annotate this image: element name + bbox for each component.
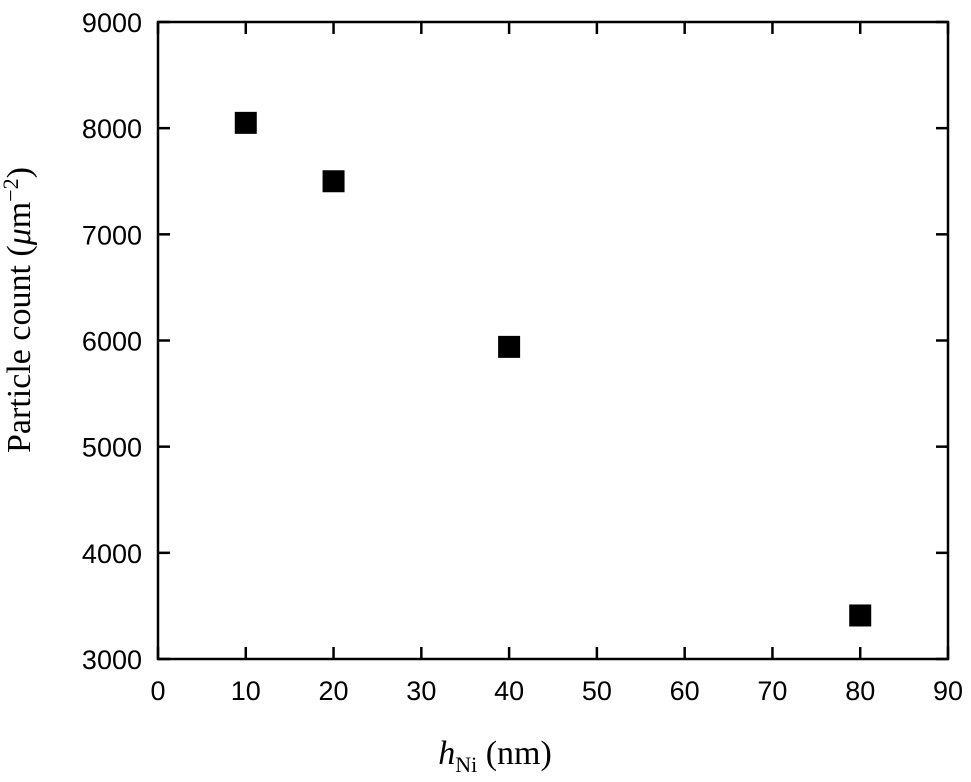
y-tick-label: 9000 [82, 8, 142, 38]
x-tick-label: 10 [231, 676, 261, 706]
y-tick-label: 3000 [82, 645, 142, 675]
x-tick-label: 20 [319, 676, 349, 706]
x-label-var: h [438, 735, 455, 772]
y-label-pre: Particle count ( [1, 245, 38, 453]
y-label-m: m [1, 202, 38, 228]
y-label-mu: μ [1, 228, 38, 246]
x-tick-label: 0 [150, 676, 165, 706]
data-point [849, 604, 872, 627]
plot-frame [156, 20, 950, 661]
x-tick-label: 50 [582, 676, 612, 706]
y-label-exp: −2 [0, 178, 23, 201]
data-point [322, 170, 345, 193]
x-tick-label: 70 [757, 676, 787, 706]
y-tick-label: 4000 [82, 539, 142, 569]
x-label-sub: Ni [455, 752, 477, 777]
y-tick-label: 8000 [82, 114, 142, 144]
y-tick-label: 6000 [82, 327, 142, 357]
x-axis-label: hNi (nm) [438, 735, 552, 777]
x-label-unit: (nm) [477, 735, 552, 772]
x-tick-label: 30 [406, 676, 436, 706]
y-label-post: ) [1, 167, 38, 178]
data-point [234, 111, 257, 134]
x-tick-label: 80 [845, 676, 875, 706]
x-tick-label: 60 [670, 676, 700, 706]
y-tick-label: 5000 [82, 433, 142, 463]
x-tick-label: 90 [933, 676, 963, 706]
y-axis-label: Particle count (μm−2) [0, 167, 38, 453]
x-tick-label: 40 [494, 676, 524, 706]
y-tick-label: 7000 [82, 220, 142, 250]
data-point [498, 335, 521, 358]
